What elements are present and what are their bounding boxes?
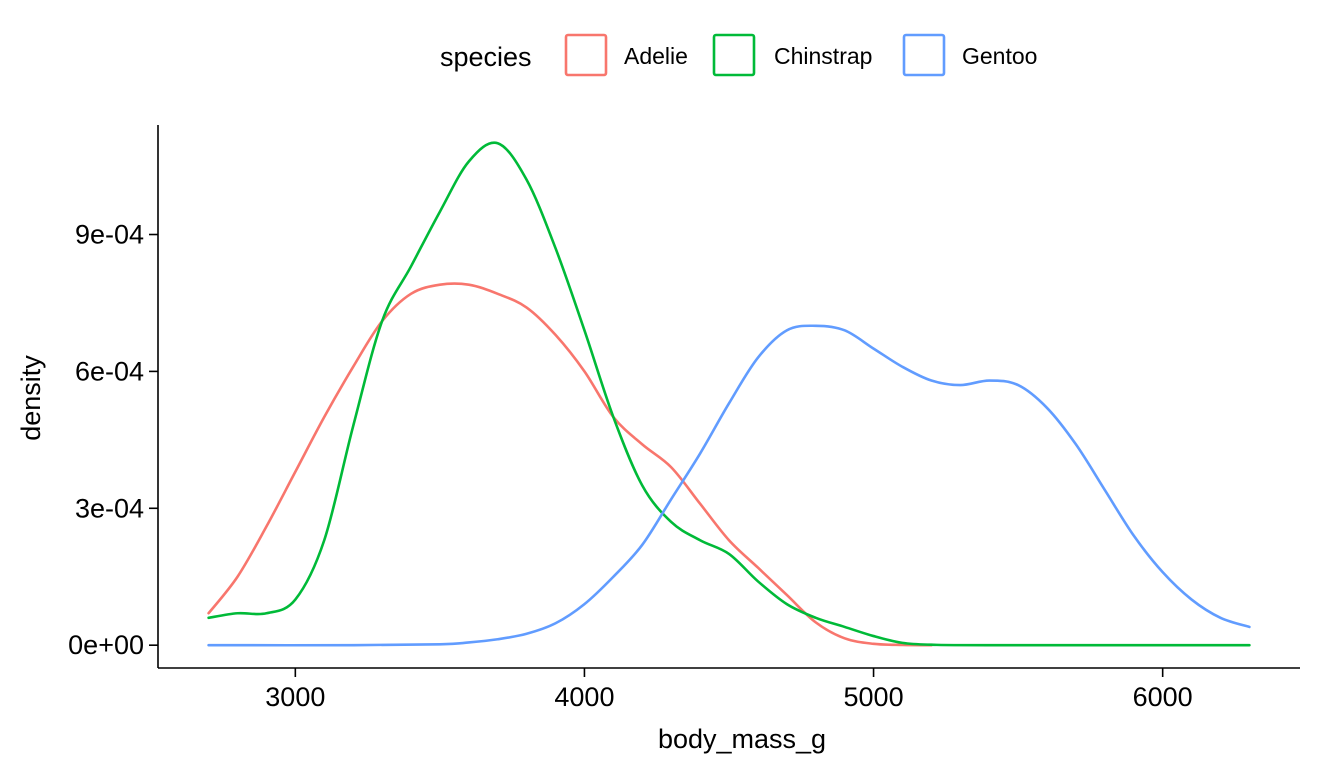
density-line-adelie bbox=[207, 282, 933, 647]
y-tick-label: 3e-04 bbox=[75, 493, 144, 523]
y-tick-label: 9e-04 bbox=[75, 220, 144, 250]
density-line-chinstrap bbox=[207, 141, 1251, 647]
y-tick-label: 6e-04 bbox=[75, 356, 144, 386]
x-tick-label: 6000 bbox=[1133, 682, 1193, 712]
legend-key-gentoo bbox=[902, 33, 946, 77]
legend: species Adelie Chinstrap Gentoo bbox=[440, 33, 1037, 77]
y-tick-label: 0e+00 bbox=[68, 630, 144, 660]
plot-area bbox=[207, 141, 1251, 647]
y-axis-title: density bbox=[16, 355, 46, 441]
axes: body_mass_g density 3000 4000 5000 6000 0e+0… bbox=[16, 125, 1300, 754]
x-tick-label: 3000 bbox=[265, 682, 325, 712]
legend-label-adelie: Adelie bbox=[624, 43, 688, 69]
legend-key-adelie bbox=[564, 33, 608, 77]
legend-label-chinstrap: Chinstrap bbox=[774, 43, 872, 69]
x-tick-label: 5000 bbox=[844, 682, 904, 712]
x-tick-label: 4000 bbox=[554, 682, 614, 712]
legend-title: species bbox=[440, 42, 532, 72]
x-axis-title: body_mass_g bbox=[658, 724, 826, 754]
density-line-gentoo bbox=[207, 324, 1251, 647]
legend-label-gentoo: Gentoo bbox=[962, 43, 1037, 69]
legend-key-chinstrap bbox=[712, 33, 756, 77]
